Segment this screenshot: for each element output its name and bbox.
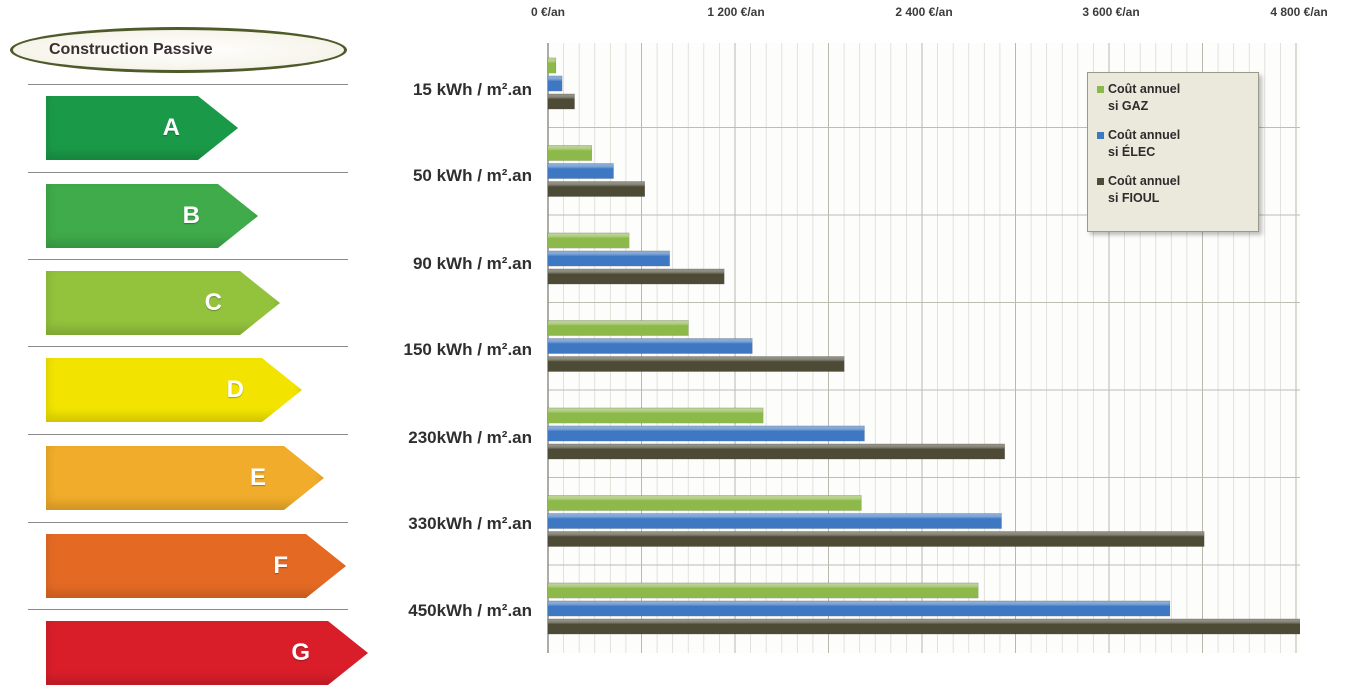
consumption-label: 15 kWh / m².an	[312, 80, 532, 100]
consumption-unit-suffix: .an	[507, 80, 532, 99]
energy-class-e: E	[0, 434, 360, 510]
consumption-label: 450kWh / m².an	[312, 601, 532, 621]
x-tick-label: 4 800 €/an	[1270, 5, 1328, 19]
energy-class-arrow: B	[46, 184, 258, 248]
legend-swatch	[1097, 86, 1104, 93]
energy-class-letter: B	[182, 202, 200, 229]
energy-class-f: F	[0, 522, 360, 598]
construction-passive-label: Construction Passive	[10, 27, 347, 73]
x-tick-label: 1 200 €/an	[707, 5, 765, 19]
bar-highlight	[548, 233, 630, 248]
energy-class-letter: E	[249, 464, 266, 491]
bar-highlight	[548, 251, 670, 266]
legend-item: Coût annuel si FIOUL	[1097, 173, 1250, 207]
consumption-unit-suffix: .an	[507, 340, 532, 359]
consumption-label: 50 kWh / m².an	[312, 166, 532, 186]
bar-highlight	[548, 181, 645, 197]
legend-label: Coût annuel si GAZ	[1108, 82, 1181, 113]
energy-class-d: D	[0, 346, 360, 422]
legend-item: Coût annuel si GAZ	[1097, 81, 1250, 115]
bar-highlight	[548, 513, 1002, 529]
consumption-value: 15 kWh / m²	[412, 80, 508, 99]
x-tick-label: 0 €/an	[530, 5, 566, 19]
consumption-value: 90 kWh / m²	[412, 254, 508, 273]
consumption-unit-suffix: .an	[507, 166, 532, 185]
energy-class-letter: D	[226, 376, 244, 403]
chart-legend: Coût annuel si GAZ Coût annuel si ÉLEC Coû…	[1087, 72, 1259, 232]
bar-highlight	[548, 58, 556, 73]
bar-highlight	[548, 338, 753, 354]
consumption-value: 230kWh / m²	[408, 428, 508, 447]
x-tick-label: 3 600 €/an	[1082, 5, 1140, 19]
class-separator-line	[28, 434, 348, 435]
energy-class-arrow: F	[46, 534, 346, 598]
bar-highlight	[548, 320, 689, 336]
legend-label: Coût annuel si FIOUL	[1108, 174, 1181, 205]
energy-class-arrow: E	[46, 446, 324, 510]
consumption-unit-suffix: .an	[507, 601, 532, 620]
consumption-unit-suffix: .an	[507, 514, 532, 533]
energy-class-letter: F	[273, 552, 288, 579]
energy-class-letter: C	[204, 289, 222, 316]
bar-highlight	[548, 163, 614, 179]
bar-highlight	[548, 495, 862, 511]
class-separator-line	[28, 522, 348, 523]
bar-highlight	[548, 531, 1205, 547]
class-separator-line	[28, 259, 348, 260]
bar-highlight	[548, 426, 865, 441]
energy-class-g: G	[0, 609, 360, 685]
bar-highlight	[548, 601, 1170, 616]
bar-highlight	[548, 583, 979, 598]
class-separator-line	[28, 84, 348, 85]
bar-highlight	[548, 94, 575, 109]
energy-class-a: A	[0, 84, 360, 160]
consumption-label: 230kWh / m².an	[312, 428, 532, 448]
legend-label: Coût annuel si ÉLEC	[1108, 128, 1181, 159]
class-separator-line	[28, 609, 348, 610]
consumption-unit-suffix: .an	[507, 254, 532, 273]
bar-highlight	[548, 269, 725, 284]
legend-swatch	[1097, 178, 1104, 185]
energy-class-arrow: D	[46, 358, 302, 422]
consumption-value: 450kWh / m²	[408, 601, 508, 620]
class-separator-line	[28, 346, 348, 347]
bar-highlight	[548, 76, 563, 91]
bar-highlight	[548, 619, 1300, 634]
legend-item: Coût annuel si ÉLEC	[1097, 127, 1250, 161]
x-tick-label: 2 400 €/an	[895, 5, 953, 19]
bar-highlight	[548, 145, 592, 161]
legend-swatch	[1097, 132, 1104, 139]
energy-class-arrow: C	[46, 271, 280, 335]
class-separator-line	[28, 172, 348, 173]
energy-class-letter: A	[162, 114, 180, 141]
bar-highlight	[548, 356, 845, 372]
bar-highlight	[548, 444, 1005, 459]
consumption-value: 330kWh / m²	[408, 514, 508, 533]
consumption-label: 150 kWh / m².an	[312, 340, 532, 360]
energy-class-b: B	[0, 172, 360, 248]
energy-class-c: C	[0, 259, 360, 335]
consumption-value: 50 kWh / m²	[412, 166, 508, 185]
consumption-value: 150 kWh / m²	[403, 340, 508, 359]
energy-class-arrow: G	[46, 621, 368, 685]
consumption-label: 330kWh / m².an	[312, 514, 532, 534]
consumption-unit-suffix: .an	[507, 428, 532, 447]
consumption-label: 90 kWh / m².an	[312, 254, 532, 274]
bar-highlight	[548, 408, 764, 423]
energy-class-letter: G	[291, 639, 310, 666]
energy-class-arrow: A	[46, 96, 238, 160]
